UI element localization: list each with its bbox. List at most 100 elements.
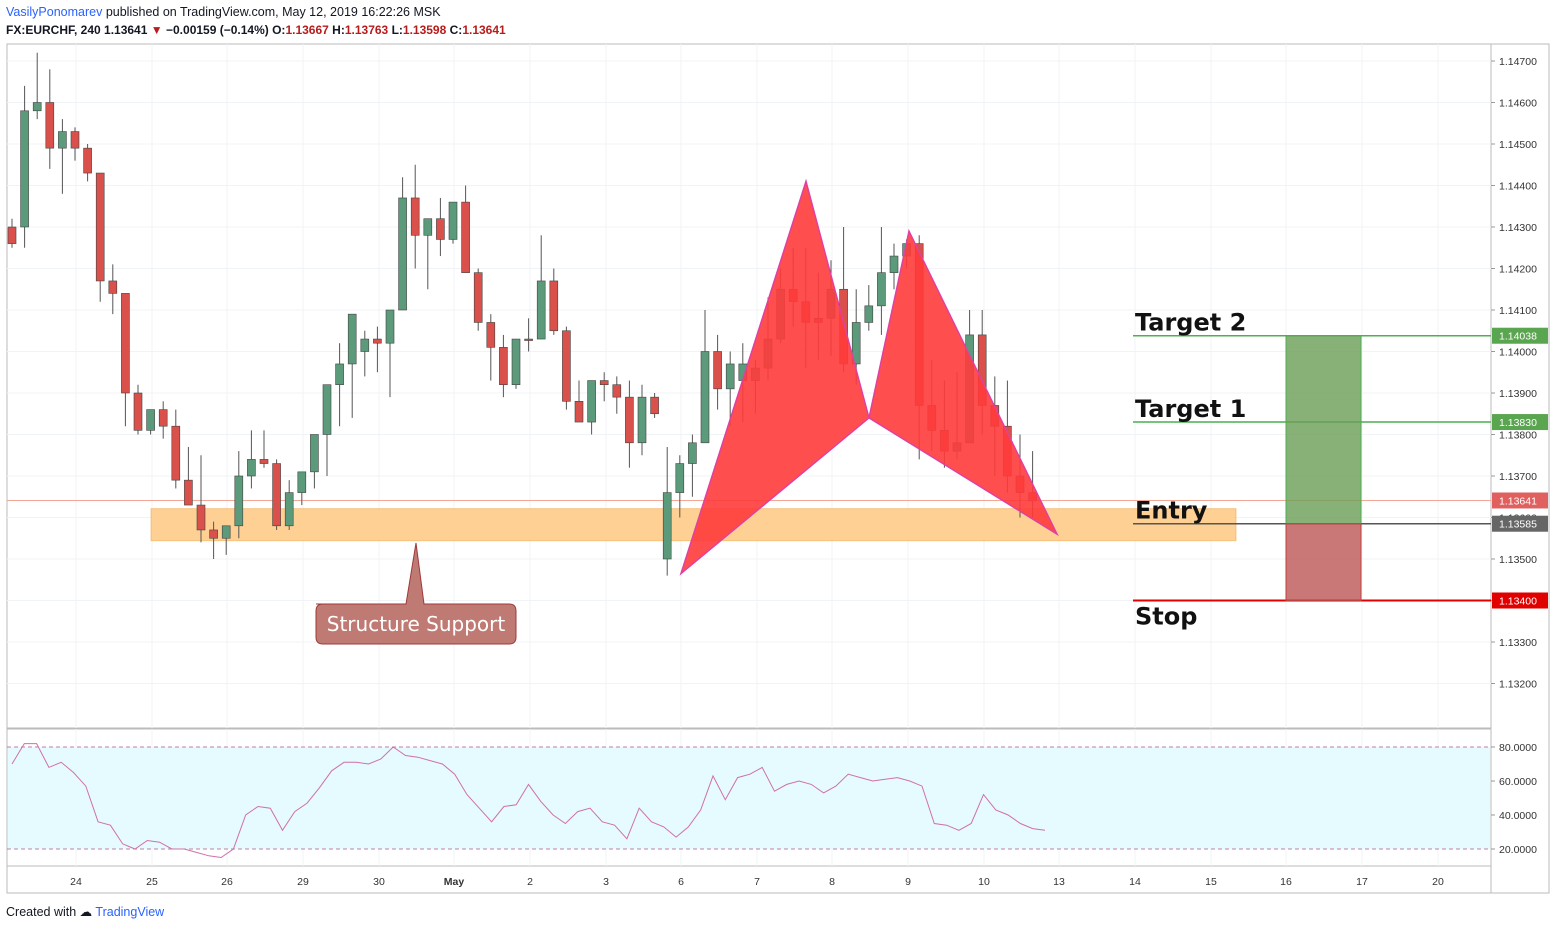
candle-body xyxy=(486,322,496,348)
price-tick-label: 1.14100 xyxy=(1499,305,1537,317)
candle-body xyxy=(536,280,546,340)
candle-body xyxy=(272,463,281,527)
structure-support-callout xyxy=(315,542,517,645)
target2-label: Target 2 xyxy=(1135,309,1246,337)
price-tick-label: 1.14700 xyxy=(1499,56,1537,68)
candle-body xyxy=(20,110,29,228)
close-label: C: xyxy=(449,23,463,37)
price-label-text-target2: 1.14038 xyxy=(1499,331,1537,343)
candle-body xyxy=(864,305,874,323)
high-label: H: xyxy=(332,23,345,37)
candle-body xyxy=(70,131,80,149)
candle-body xyxy=(209,529,218,539)
price-tick-label: 1.14400 xyxy=(1499,181,1537,193)
open-label: O: xyxy=(272,23,286,37)
rsi-tick-label: 20.0000 xyxy=(1499,844,1537,856)
candle-body xyxy=(95,172,105,282)
candle-body xyxy=(700,351,710,444)
price-label-text-last: 1.13641 xyxy=(1499,495,1537,507)
candle-body xyxy=(121,293,130,394)
time-tick-label: 25 xyxy=(146,876,158,888)
low-value: 1.13598 xyxy=(402,23,447,37)
price-axis[interactable] xyxy=(1490,43,1550,894)
close-value: 1.13641 xyxy=(462,23,506,37)
rsi-line xyxy=(11,743,1046,859)
candle-body xyxy=(234,475,244,527)
price-tick-label: 1.14300 xyxy=(1499,222,1537,234)
price-tick-label: 1.13200 xyxy=(1499,679,1537,691)
time-axis[interactable] xyxy=(6,865,1492,894)
structure-support-label: Structure Support xyxy=(327,612,506,636)
candle-body xyxy=(158,409,168,427)
candle-body xyxy=(373,338,382,344)
time-tick-label: 10 xyxy=(978,876,990,888)
price-label-entry xyxy=(1492,515,1548,532)
low-label: L: xyxy=(391,23,403,37)
candle-body xyxy=(461,201,470,273)
price-label-last xyxy=(1492,492,1548,509)
candle-body xyxy=(335,363,344,386)
candle-body xyxy=(562,330,571,402)
stop-label: Stop xyxy=(1135,603,1197,631)
candle-body xyxy=(877,272,886,307)
price-label-text-entry: 1.13585 xyxy=(1499,519,1537,531)
candle-body xyxy=(7,226,17,244)
candle-body xyxy=(650,396,659,415)
tradingview-logo-icon: ☁ xyxy=(79,905,93,919)
risk-zone xyxy=(1285,523,1362,601)
pattern-triangle-bcd xyxy=(868,228,1059,537)
tradingview-link[interactable]: TradingView xyxy=(95,905,165,919)
time-tick-label: 30 xyxy=(373,876,385,888)
time-tick-label: 20 xyxy=(1432,876,1444,888)
candle-body xyxy=(549,280,559,332)
footer: Created with ☁ TradingView xyxy=(6,904,164,919)
high-value: 1.13763 xyxy=(344,23,389,37)
candle-body xyxy=(221,525,231,539)
candle-body xyxy=(587,380,596,423)
ohlc-legend: FX:EURCHF, 240 1.13641 ▼ −0.00159 (−0.14… xyxy=(6,22,506,38)
candle-body xyxy=(58,131,67,149)
author-link[interactable]: VasilyPonomarev xyxy=(6,5,103,19)
time-tick-label: May xyxy=(444,876,465,888)
published-text: published on TradingView.com, May 12, 20… xyxy=(105,5,441,19)
candle-body xyxy=(410,197,420,236)
price-tick-label: 1.14600 xyxy=(1499,98,1537,110)
time-tick-label: 15 xyxy=(1205,876,1217,888)
rsi-band xyxy=(8,747,1490,849)
candle-body xyxy=(171,425,181,481)
time-tick-label: 17 xyxy=(1356,876,1368,888)
candle-body xyxy=(713,351,722,390)
candle-body xyxy=(83,147,92,174)
time-tick-label: 16 xyxy=(1280,876,1292,888)
candle-body xyxy=(297,471,307,493)
symbol-label[interactable]: FX:EURCHF, 240 xyxy=(6,23,101,37)
price-tick-label: 1.14500 xyxy=(1499,139,1537,151)
candle-body xyxy=(322,384,332,435)
candle-body xyxy=(196,504,206,531)
price-tick-label: 1.14000 xyxy=(1499,347,1537,359)
candle-body xyxy=(108,280,118,294)
candle-body xyxy=(398,197,407,311)
price-tick-label: 1.14200 xyxy=(1499,264,1537,276)
created-with-label: Created with xyxy=(6,905,77,919)
rsi-tick-label: 80.0000 xyxy=(1499,742,1537,754)
time-tick-label: 6 xyxy=(678,876,684,888)
time-tick-label: 8 xyxy=(829,876,835,888)
time-tick-label: 9 xyxy=(905,876,911,888)
candle-body xyxy=(511,338,521,385)
price-label-stop xyxy=(1492,592,1548,609)
time-tick-label: 3 xyxy=(603,876,609,888)
price-label-text-target1: 1.13830 xyxy=(1499,417,1537,429)
price-label-target1 xyxy=(1492,414,1548,431)
candle-body xyxy=(146,409,155,431)
candle-body xyxy=(347,313,357,365)
price-tick-label: 1.13700 xyxy=(1499,471,1537,483)
candle-body xyxy=(662,492,672,560)
candle-body xyxy=(259,459,269,464)
price-label-target2 xyxy=(1492,327,1548,344)
candle-body xyxy=(385,309,395,344)
time-tick-label: 26 xyxy=(221,876,233,888)
time-tick-label: 14 xyxy=(1129,876,1141,888)
candle-body xyxy=(499,347,508,386)
